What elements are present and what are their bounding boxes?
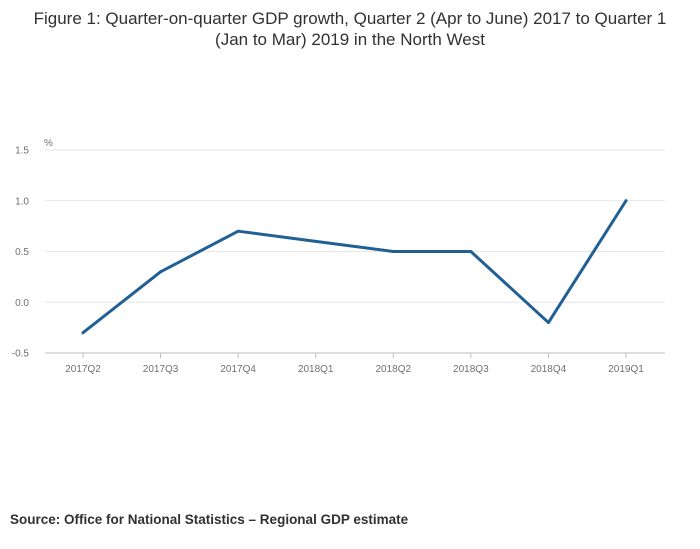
y-axis-tick-labels: -0.5 0.0 0.5 1.0 1.5 xyxy=(12,146,30,360)
x-tick-label: 2017Q2 xyxy=(65,364,101,375)
series-layer xyxy=(81,199,628,335)
y-tick-label: 1.5 xyxy=(15,146,29,157)
y-tick-label: 1.0 xyxy=(15,196,29,207)
data-point xyxy=(236,229,240,233)
x-tick-label: 2018Q2 xyxy=(375,364,411,375)
gridlines xyxy=(45,149,665,303)
x-tick-label: 2017Q3 xyxy=(143,364,179,375)
x-tick-label: 2018Q4 xyxy=(531,364,567,375)
x-tick-label: 2018Q3 xyxy=(453,364,489,375)
data-point xyxy=(624,199,628,203)
data-point xyxy=(81,331,85,335)
x-tick-label: 2018Q1 xyxy=(298,364,334,375)
y-tick-label: 0.5 xyxy=(15,247,29,258)
x-axis xyxy=(45,352,665,358)
data-point xyxy=(391,250,395,253)
chart-title: Figure 1: Quarter-on-quarter GDP growth,… xyxy=(33,9,667,49)
y-axis-unit-label: % xyxy=(44,138,53,149)
data-point xyxy=(314,239,318,243)
data-point xyxy=(159,270,163,274)
source-note: Source: Office for National Statistics –… xyxy=(10,512,409,527)
data-point xyxy=(546,321,550,325)
x-tick-label: 2017Q4 xyxy=(220,364,256,375)
x-axis-tick-labels: 2017Q2 2017Q3 2017Q4 2018Q1 2018Q2 2018Q3 2018… xyxy=(65,364,644,375)
y-tick-label: 0.0 xyxy=(15,298,29,309)
series-line xyxy=(81,199,628,335)
x-tick-label: 2019Q1 xyxy=(608,364,644,375)
data-point xyxy=(469,250,473,253)
y-tick-label: -0.5 xyxy=(12,349,30,360)
